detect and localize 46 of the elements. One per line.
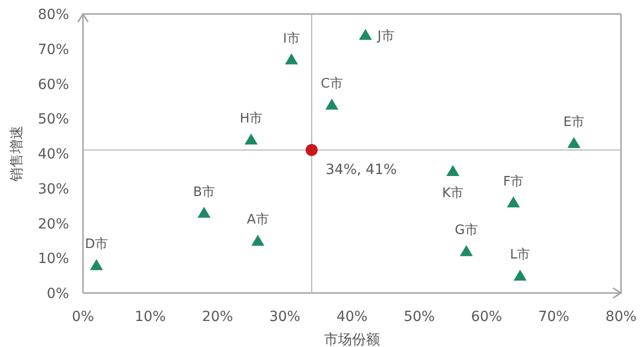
point xyxy=(358,28,372,40)
annotation: I市 xyxy=(283,31,300,46)
annotation: E市 xyxy=(563,115,585,130)
point xyxy=(460,245,473,256)
y-tick-label: 80% xyxy=(38,7,69,23)
y-tick-label: 20% xyxy=(38,216,69,232)
y-tick-label: 70% xyxy=(38,42,69,58)
annotation: L市 xyxy=(510,248,530,263)
y-tick-label: 60% xyxy=(38,76,69,93)
x-tick-label: 40% xyxy=(336,309,368,325)
point xyxy=(506,196,520,208)
point xyxy=(514,270,527,281)
y-tick-label: 50% xyxy=(38,112,69,128)
x-tick-label: 60% xyxy=(470,309,502,325)
point xyxy=(567,137,580,148)
annotation: H市 xyxy=(240,112,263,127)
annotation: G市 xyxy=(454,223,478,238)
point xyxy=(90,259,103,270)
annotation: F市 xyxy=(503,174,524,190)
annotation: D市 xyxy=(84,237,108,252)
x-tick-label: 80% xyxy=(605,309,637,325)
x-tick-label: 0% xyxy=(72,309,94,325)
point xyxy=(198,206,211,218)
y-tick-label: 40% xyxy=(38,146,69,162)
point xyxy=(284,53,298,64)
x-axis-title: 市场份额 xyxy=(324,332,380,347)
annotation: C市 xyxy=(320,76,343,92)
y-tick-label: 30% xyxy=(38,181,69,198)
y-tick-label: 10% xyxy=(38,251,69,268)
x-tick-label: 50% xyxy=(404,309,435,325)
annotation: K市 xyxy=(442,186,464,201)
x-tick-label: 70% xyxy=(538,309,570,325)
y-tick-label: 0% xyxy=(46,286,69,302)
point xyxy=(306,144,318,156)
x-tick-label: 10% xyxy=(134,309,166,325)
x-tick-label: 20% xyxy=(202,309,234,325)
point xyxy=(251,234,264,246)
annotation: 34%, 41% xyxy=(326,162,397,178)
annotation: A市 xyxy=(246,212,269,228)
y-axis-title: 销售增速 xyxy=(9,126,25,182)
x-tick-label: 30% xyxy=(269,309,300,325)
point xyxy=(446,164,460,176)
annotation: B市 xyxy=(193,184,216,200)
point xyxy=(244,134,258,145)
annotation: J市 xyxy=(376,28,394,44)
point xyxy=(325,98,338,110)
